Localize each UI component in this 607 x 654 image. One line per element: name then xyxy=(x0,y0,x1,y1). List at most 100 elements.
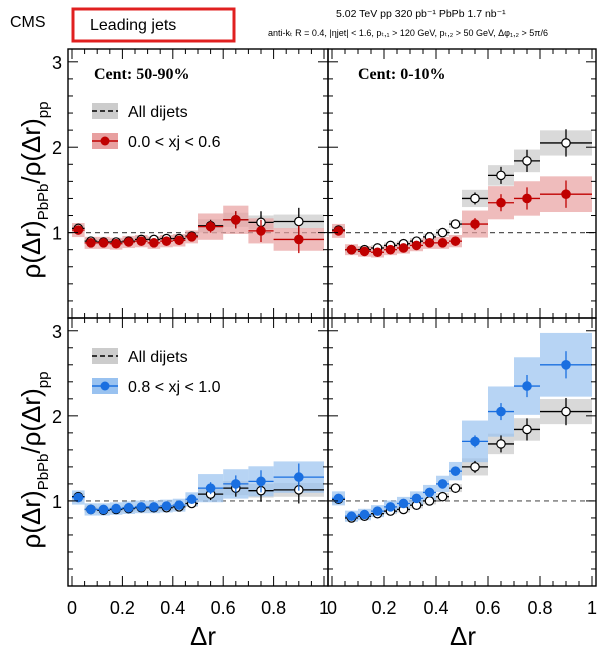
data-point xyxy=(293,234,304,245)
data-point xyxy=(470,219,480,229)
data-point xyxy=(333,226,344,236)
panel-top-right: Cent: 0-10% xyxy=(327,48,597,319)
data-point xyxy=(174,500,184,510)
data-point xyxy=(437,491,448,502)
legend-marker-color xyxy=(100,136,110,146)
data-point xyxy=(98,238,109,248)
data-point xyxy=(496,197,506,208)
data-point xyxy=(411,493,422,504)
data-point xyxy=(424,238,435,248)
x-tick-label: 0.8 xyxy=(261,598,286,618)
data-point xyxy=(424,496,435,506)
y-tick-label: 3 xyxy=(52,53,62,73)
data-point xyxy=(496,439,506,449)
data-point xyxy=(346,511,357,522)
data-point xyxy=(205,483,216,493)
y-tick-label: 1 xyxy=(52,492,62,512)
data-point xyxy=(359,246,370,257)
data-point xyxy=(186,494,197,505)
data-point xyxy=(231,214,241,225)
x-tick-label: 1 xyxy=(587,598,597,618)
legend-label-all-dijets: All dijets xyxy=(128,104,188,121)
x-tick-label: 0.4 xyxy=(160,598,185,618)
y-tick-label: 2 xyxy=(52,138,62,158)
y-tick-label: 2 xyxy=(52,407,62,427)
legend-marker-color xyxy=(100,381,110,391)
data-point xyxy=(424,487,435,498)
data-point xyxy=(136,502,147,512)
data-point xyxy=(561,138,571,148)
centrality-label: Cent: 0-10% xyxy=(358,66,446,83)
data-point xyxy=(161,236,172,246)
legend-label-all-dijets: All dijets xyxy=(128,349,188,366)
data-point xyxy=(346,244,357,255)
data-point xyxy=(437,227,448,238)
x-axis-title-right: Δr xyxy=(450,621,476,651)
data-point xyxy=(385,244,396,255)
x-tick-label: 0 xyxy=(327,598,337,618)
y-tick-label: 1 xyxy=(52,224,62,244)
data-point xyxy=(450,466,461,476)
data-point xyxy=(450,219,461,229)
data-point xyxy=(470,462,480,472)
data-point xyxy=(522,381,532,391)
panel-frame xyxy=(67,48,329,319)
panel-top-left: 1 2 3 Cent: 50-90% All dijets 0.0 < xj < 0.6 xyxy=(52,48,329,319)
data-point xyxy=(256,476,266,487)
data-point xyxy=(136,236,147,246)
data-point xyxy=(561,359,571,370)
data-point xyxy=(411,240,422,251)
tag-box xyxy=(71,7,236,43)
data-point xyxy=(161,501,172,511)
data-point xyxy=(450,236,461,246)
x-axis-title-left: Δr xyxy=(190,621,216,651)
x-tick-label: 0.6 xyxy=(211,598,236,618)
data-point xyxy=(123,237,134,247)
data-point xyxy=(111,503,121,514)
data-point xyxy=(450,483,461,493)
legend-label-xj: 0.8 < xj < 1.0 xyxy=(128,379,221,396)
x-tick-label: 0 xyxy=(67,598,77,618)
data-point xyxy=(372,506,383,516)
panel-bottom-right: 0.2 0.4 0.6 0.8 1 0 xyxy=(327,317,597,618)
energy-line: 5.02 TeV pp 320 pb⁻¹ PbPb 1.7 nb⁻¹ xyxy=(336,8,506,20)
data-point xyxy=(149,502,159,512)
data-point xyxy=(86,504,96,515)
data-point xyxy=(470,193,480,204)
data-point xyxy=(561,406,571,417)
data-point xyxy=(186,232,197,242)
x-tick-label: 1 xyxy=(319,598,329,618)
cuts-line: anti-kₜ R = 0.4, |ηjet| < 1.6, pₜ,₁ > 12… xyxy=(268,28,548,38)
data-point xyxy=(522,193,532,204)
y-tick-label: 3 xyxy=(52,322,62,342)
data-point xyxy=(437,238,448,248)
data-point xyxy=(205,221,216,232)
data-point xyxy=(522,156,532,166)
x-tick-label: 0.2 xyxy=(371,598,396,618)
x-tick-label: 0.2 xyxy=(110,598,135,618)
centrality-label: Cent: 50-90% xyxy=(94,66,190,83)
x-tick-label: 0.6 xyxy=(475,598,500,618)
data-point xyxy=(385,502,396,512)
data-point xyxy=(496,170,506,181)
data-point xyxy=(123,502,134,513)
data-point xyxy=(231,479,241,489)
data-point xyxy=(398,498,409,509)
data-point xyxy=(359,509,370,520)
data-point xyxy=(293,216,304,227)
data-point xyxy=(470,436,480,447)
data-point xyxy=(111,238,121,249)
panels: 1 2 3 Cent: 50-90% All dijets 0.0 < xj < 0.6 C… xyxy=(52,48,597,618)
data-point xyxy=(98,504,109,515)
data-point xyxy=(256,226,266,236)
data-point xyxy=(496,406,506,417)
data-point xyxy=(174,235,184,246)
data-point xyxy=(522,424,532,435)
tag-label: Leading jets xyxy=(90,17,176,34)
panel-bottom-left: 1 2 3 0 0.2 0.4 0.6 0.8 1 All dijets 0.8 < xj < 1.… xyxy=(52,317,329,618)
legend-label-xj: 0.0 < xj < 0.6 xyxy=(128,134,221,151)
data-point xyxy=(398,243,409,253)
data-point xyxy=(73,492,84,503)
experiment-label: CMS xyxy=(10,14,46,31)
